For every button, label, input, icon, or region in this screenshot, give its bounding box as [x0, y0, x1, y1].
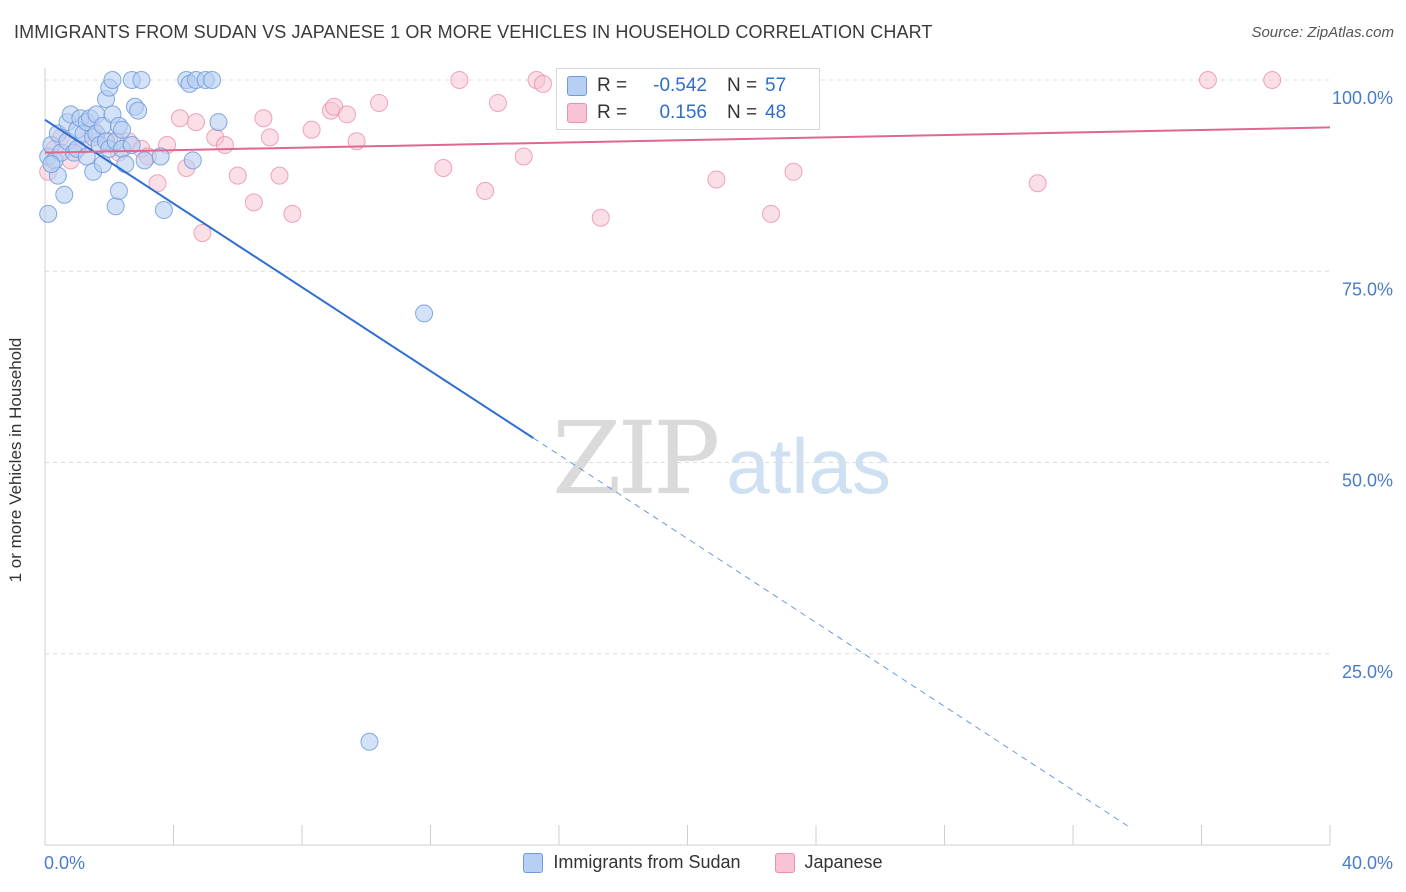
japanese-point [514, 147, 533, 166]
japanese-point [254, 109, 273, 128]
x-tick-label: 0.0% [44, 853, 85, 873]
japanese-point [434, 158, 453, 177]
japanese-point [186, 113, 205, 132]
legend-item-sudan: Immigrants from Sudan [523, 852, 741, 873]
sudan-point [183, 151, 202, 170]
source-label: Source: ZipAtlas.com [1251, 24, 1394, 41]
japanese-point [193, 224, 212, 242]
japanese-swatch [567, 103, 587, 123]
r-label: R = [597, 75, 628, 96]
n-value-sudan: 57 [765, 75, 787, 96]
x-tick-label: 40.0% [1342, 853, 1393, 873]
japanese-point [533, 74, 552, 93]
trend-lines [44, 118, 1331, 827]
japanese-point [488, 93, 507, 112]
japanese-swatch [774, 852, 795, 873]
sudan-point [154, 201, 173, 220]
japanese-point [591, 208, 610, 227]
japanese-point [762, 204, 781, 223]
y-tick-label: 25.0% [1342, 662, 1393, 682]
sudan-point [151, 147, 170, 166]
japanese-point [170, 109, 189, 128]
japanese-point [1028, 174, 1047, 193]
japanese-point [370, 93, 389, 112]
japanese-point [215, 136, 234, 155]
n-label: N = [727, 102, 758, 123]
japanese-point [283, 204, 302, 223]
sudan-point [39, 204, 58, 223]
sudan-point [360, 732, 379, 751]
tick-labels: 100.0% 75.0% 50.0% 25.0% 0.0% 40.0% [44, 88, 1393, 873]
y-tick-label: 50.0% [1342, 471, 1393, 491]
japanese-point [784, 162, 803, 181]
japanese-point [1198, 71, 1217, 89]
r-label: R = [597, 102, 628, 123]
sudan-point [109, 181, 128, 200]
japanese-point [244, 193, 263, 212]
legend-label-japanese: Japanese [804, 852, 883, 872]
axes [44, 68, 1331, 846]
r-value-japanese: 0.156 [659, 102, 707, 123]
stats-row-japanese: R = 0.156 N = 48 [567, 100, 786, 126]
y-tick-label: 75.0% [1342, 279, 1393, 299]
sudan-swatch [523, 852, 544, 873]
n-value-japanese: 48 [765, 102, 787, 123]
y-axis-label-wrap: 1 or more Vehicles in Household [6, 338, 26, 583]
sudan-point [116, 155, 135, 174]
japanese-point [228, 166, 247, 185]
sudan-point [103, 71, 122, 89]
japanese-point [260, 128, 279, 147]
japanese-point [450, 71, 469, 89]
y-tick-label: 100.0% [1332, 88, 1393, 108]
r-value-sudan: -0.542 [653, 75, 707, 96]
sudan-point [42, 155, 61, 174]
japanese-point [347, 132, 366, 151]
sudan-point [122, 136, 141, 155]
stats-legend: R = -0.542 N = 57 R = 0.156 N = 48 [556, 68, 820, 130]
japanese-point [337, 105, 356, 124]
sudan-point [209, 113, 228, 132]
bottom-legend: Immigrants from Sudan Japanese [0, 852, 1406, 873]
sudan-trend-extension [533, 437, 1128, 827]
sudan-point [106, 197, 125, 216]
sudan-point [132, 71, 151, 89]
japanese-point [707, 170, 726, 189]
sudan-point [415, 304, 434, 323]
sudan-point [135, 151, 154, 170]
grid-lines [45, 79, 1330, 655]
sudan-swatch [567, 76, 587, 96]
legend-label-sudan: Immigrants from Sudan [553, 852, 741, 872]
japanese-point [1263, 71, 1282, 89]
sudan-point [203, 71, 222, 89]
sudan-trend-line [44, 118, 534, 439]
japanese-point [476, 181, 495, 200]
legend-item-japanese: Japanese [774, 852, 883, 873]
sudan-point [55, 185, 74, 204]
chart-title: IMMIGRANTS FROM SUDAN VS JAPANESE 1 OR M… [14, 22, 933, 42]
n-label: N = [727, 75, 758, 96]
japanese-point [148, 174, 167, 193]
sudan-point [129, 101, 148, 120]
japanese-point [270, 166, 289, 185]
stats-row-sudan: R = -0.542 N = 57 [567, 73, 786, 99]
sudan-point [113, 120, 132, 139]
japanese-point [302, 120, 321, 139]
y-axis-label: 1 or more Vehicles in Household [6, 337, 25, 583]
japanese-trend-line [44, 126, 1331, 154]
